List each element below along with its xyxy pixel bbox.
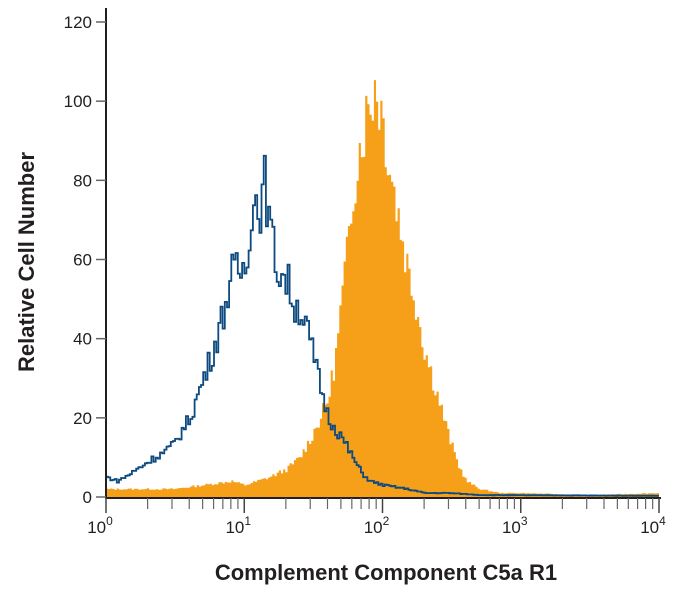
y-tick-label: 80	[73, 171, 92, 190]
x-tick-label: 103	[502, 514, 528, 537]
y-tick-label: 100	[64, 92, 92, 111]
x-tick-label: 101	[225, 514, 251, 537]
axes: 0 20 40 60 80 100 120 100 101 102 103 104	[64, 8, 666, 537]
y-tick-label: 0	[83, 488, 92, 507]
x-tick-label: 102	[364, 514, 390, 537]
y-tick-label: 120	[64, 13, 92, 32]
y-tick-label: 20	[73, 409, 92, 428]
y-axis-label: Relative Cell Number	[14, 152, 39, 373]
y-tick-label: 60	[73, 251, 92, 270]
x-tick-label: 100	[87, 514, 113, 537]
series-outline	[105, 154, 659, 497]
x-axis-label: Complement Component C5a R1	[215, 560, 557, 585]
plot-area	[105, 80, 659, 497]
x-tick-label: 104	[640, 514, 666, 537]
y-tick-label: 40	[73, 330, 92, 349]
series-filled	[106, 80, 659, 497]
